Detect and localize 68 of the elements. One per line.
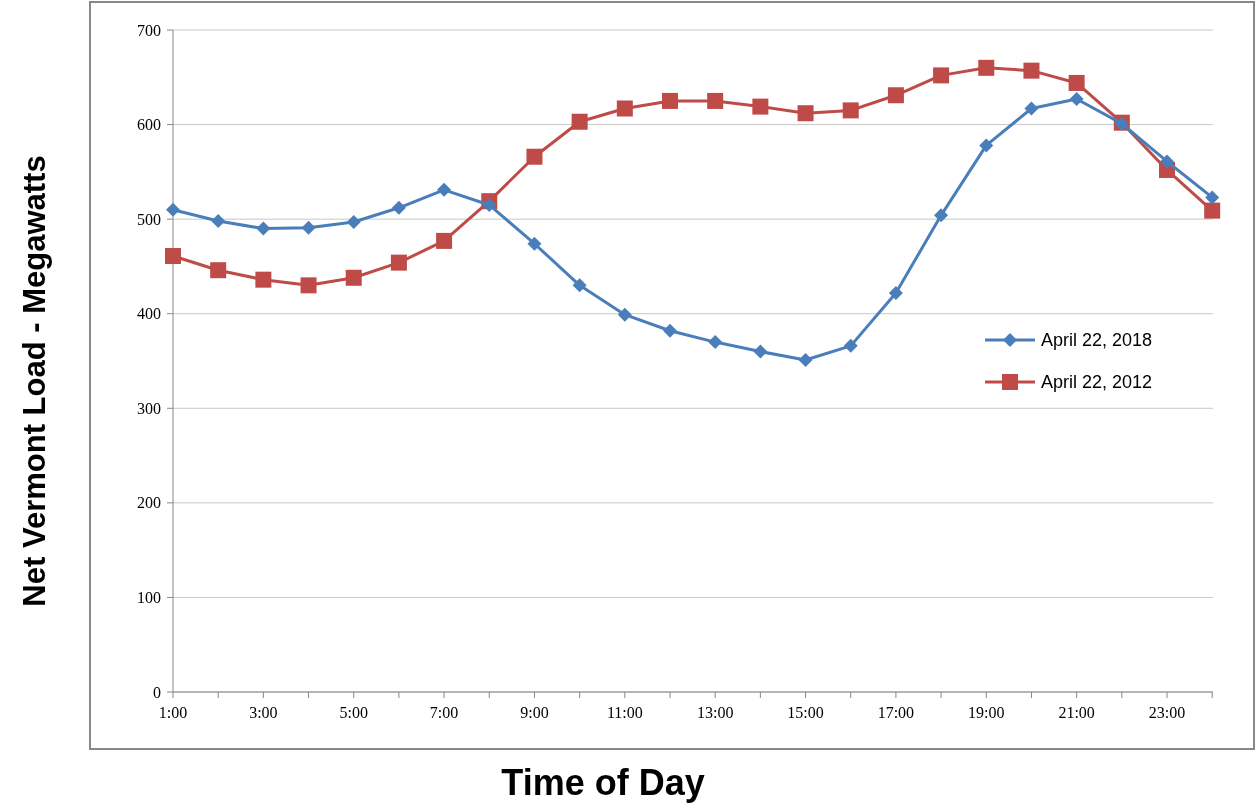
- point: [301, 220, 316, 235]
- point: [798, 353, 813, 368]
- y-tick-label: 500: [137, 210, 161, 228]
- x-tick-label: 3:00: [249, 704, 278, 721]
- point: [526, 148, 543, 165]
- y-axis-title: Net Vermont Load - Megawatts: [17, 155, 52, 607]
- x-tick-label: 1:00: [158, 704, 188, 721]
- y-tick-label: 400: [137, 305, 161, 323]
- point: [933, 67, 950, 84]
- legend-label: April 22, 2018: [1041, 330, 1153, 351]
- point: [211, 214, 226, 229]
- point: [888, 285, 903, 300]
- point: [300, 277, 317, 294]
- point: [753, 344, 768, 359]
- point: [1068, 74, 1085, 91]
- point: [843, 338, 858, 353]
- point: [1205, 190, 1220, 205]
- x-tick-label: 21:00: [1058, 704, 1095, 721]
- point: [436, 232, 453, 249]
- point: [482, 197, 497, 212]
- x-tick-label: 13:00: [696, 704, 734, 721]
- point: [572, 278, 587, 293]
- point: [797, 105, 814, 122]
- point: [616, 100, 633, 117]
- x-axis-title: Time of Day: [501, 762, 705, 803]
- point: [166, 202, 180, 217]
- point: [1160, 154, 1174, 169]
- point: [527, 236, 542, 251]
- point: [752, 98, 769, 115]
- x-tick-label: 7:00: [429, 704, 459, 721]
- point: [1024, 101, 1039, 116]
- point: [978, 59, 995, 76]
- point: [887, 87, 904, 104]
- point: [391, 200, 406, 215]
- point: [1023, 62, 1040, 79]
- point: [165, 248, 181, 265]
- x-tick-label: 19:00: [968, 704, 1005, 721]
- x-tick-label: 15:00: [787, 704, 824, 721]
- point: [256, 221, 271, 236]
- point: [390, 254, 407, 271]
- y-tick-label: 600: [137, 116, 161, 134]
- point: [663, 323, 677, 338]
- legend-label: April 22, 2012: [1041, 372, 1153, 393]
- point: [255, 271, 272, 288]
- point: [210, 262, 227, 279]
- y-tick-label: 0: [153, 683, 161, 701]
- point: [437, 182, 452, 197]
- y-tick-label: 300: [137, 399, 161, 417]
- point: [345, 269, 362, 286]
- point: [708, 335, 723, 350]
- point: [346, 214, 361, 229]
- y-tick-label: 100: [137, 589, 161, 607]
- point: [1069, 92, 1084, 107]
- y-tick-label: 700: [137, 21, 161, 39]
- point: [1204, 202, 1221, 219]
- x-tick-label: 23:00: [1148, 704, 1186, 721]
- point: [842, 102, 859, 119]
- point: [617, 307, 632, 322]
- point: [979, 138, 994, 153]
- x-tick-label: 17:00: [877, 704, 915, 721]
- x-tick-label: 11:00: [606, 704, 643, 721]
- point: [662, 92, 678, 109]
- y-tick-label: 200: [137, 494, 161, 512]
- point: [934, 208, 949, 223]
- point: [707, 92, 724, 109]
- point: [571, 113, 588, 130]
- x-tick-label: 9:00: [520, 704, 549, 721]
- x-tick-label: 5:00: [339, 704, 368, 721]
